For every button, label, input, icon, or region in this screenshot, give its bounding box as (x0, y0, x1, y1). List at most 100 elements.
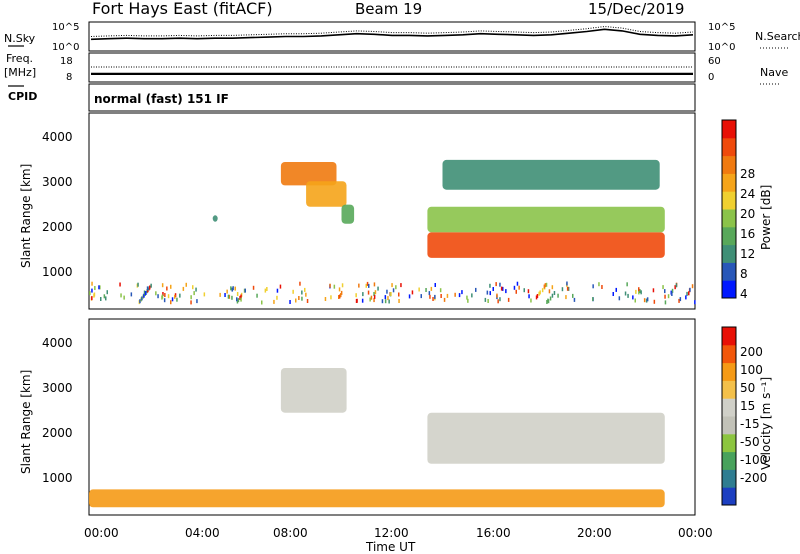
scatter-point (174, 293, 177, 298)
scatter-point (492, 287, 494, 291)
colorbar-segment (722, 451, 736, 470)
scatter-point (355, 299, 358, 303)
scatter-point (373, 298, 375, 303)
scatter-point (301, 290, 303, 295)
scatter-point (369, 297, 371, 302)
scatter-point (430, 286, 433, 291)
scatter-point (91, 288, 93, 293)
scatter-point (100, 297, 102, 301)
scatter-point (384, 299, 387, 304)
scatter-point (166, 286, 168, 291)
nave-ytick-right-bottom: 0 (708, 72, 714, 83)
scatter-point (358, 283, 360, 288)
colorbar-segment (722, 362, 736, 381)
scatter-point (551, 285, 554, 290)
scatter-point (664, 300, 667, 305)
power-ytick-4000: 4000 (42, 130, 73, 144)
scatter-point (105, 296, 107, 301)
heatmap-region (89, 489, 665, 508)
scatter-point (561, 287, 564, 292)
scatter-point (495, 282, 497, 287)
scatter-point (446, 293, 449, 298)
scatter-point (567, 286, 570, 291)
colorbar-segment (722, 327, 736, 346)
freq-ytick-left-bottom: 8 (66, 72, 72, 83)
power-cbar-tick-16: 16 (740, 227, 755, 241)
colorbar-segment (722, 226, 736, 246)
heatmap-region (427, 412, 665, 464)
scatter-point (515, 289, 517, 294)
scatter-point (694, 300, 696, 305)
scatter-point (475, 287, 477, 292)
colorbar-segment (722, 209, 736, 228)
colorbar-segment (722, 280, 736, 299)
scatter-point (252, 285, 255, 290)
mode-label: normal (fast) 151 IF (94, 92, 229, 106)
noise-ytick-left-bottom: 10^0 (52, 42, 79, 53)
scatter-point (373, 282, 376, 287)
xtick-0800: 08:00 (273, 526, 308, 540)
power-cbar-tick-4: 4 (740, 287, 748, 301)
date-label: 15/Dec/2019 (588, 0, 684, 18)
scatter-point (381, 299, 384, 304)
scatter-point (195, 287, 197, 292)
scatter-point (572, 293, 574, 298)
scatter-point (398, 292, 400, 297)
scatter-point (130, 292, 133, 297)
scatter-point (155, 291, 157, 296)
scatter-point (678, 298, 680, 303)
scatter-point (388, 299, 390, 304)
scatter-point (299, 281, 301, 286)
heatmap-region (280, 368, 347, 413)
scatter-point (368, 283, 370, 288)
heatmap-region (212, 215, 218, 222)
scatter-point (157, 294, 159, 299)
scatter-point (391, 283, 393, 288)
scatter-point (640, 290, 642, 295)
velocity-cbar-tick-minus15: -15 (740, 417, 760, 431)
power-yaxis-label: Slant Range [km] (19, 164, 33, 268)
scatter-point (527, 289, 530, 294)
xtick-1600: 16:00 (476, 526, 511, 540)
colorbar-segment (722, 344, 736, 364)
scatter-point (149, 285, 151, 290)
scatter-point (224, 293, 226, 297)
scatter-point (367, 290, 370, 295)
scatter-point (516, 281, 519, 286)
colorbar-segment (722, 487, 736, 506)
scatter-point (236, 292, 239, 296)
scatter-point (239, 295, 241, 300)
scatter-point (292, 289, 294, 294)
scatter-point (502, 286, 504, 291)
velocity-cbar-tick-15: 15 (740, 399, 755, 413)
colorbar-segment (722, 380, 736, 399)
scatter-point (143, 290, 146, 295)
scatter-point (565, 295, 567, 300)
scatter-point (340, 293, 342, 298)
scatter-point (170, 300, 172, 305)
scatter-point (627, 293, 629, 298)
scatter-point (298, 296, 300, 300)
scatter-point (675, 283, 678, 288)
velocity-yaxis-label: Slant Range [km] (19, 370, 33, 474)
scatter-point (428, 291, 431, 296)
scatter-point (141, 296, 143, 301)
scatter-point (176, 297, 178, 302)
scatter-point (179, 293, 181, 298)
scatter-point (362, 292, 364, 297)
scatter-point (236, 297, 238, 302)
nsky-series-line (90, 28, 694, 41)
scatter-point (624, 291, 627, 296)
scatter-point (638, 290, 640, 295)
velocity-cbar-tick-minus100: -100 (740, 453, 767, 467)
scatter-point (439, 288, 442, 293)
scatter-point (528, 294, 530, 299)
scatter-point (93, 292, 96, 297)
noise-panel: 10^5 10^0 10^5 10^0 (52, 21, 735, 53)
scatter-point (91, 281, 93, 286)
xtick-0400: 04:00 (185, 526, 220, 540)
scatter-point (174, 294, 176, 299)
scatter-point (432, 297, 434, 301)
scatter-point (289, 300, 291, 304)
freq-unit-label: [MHz] (4, 66, 36, 79)
